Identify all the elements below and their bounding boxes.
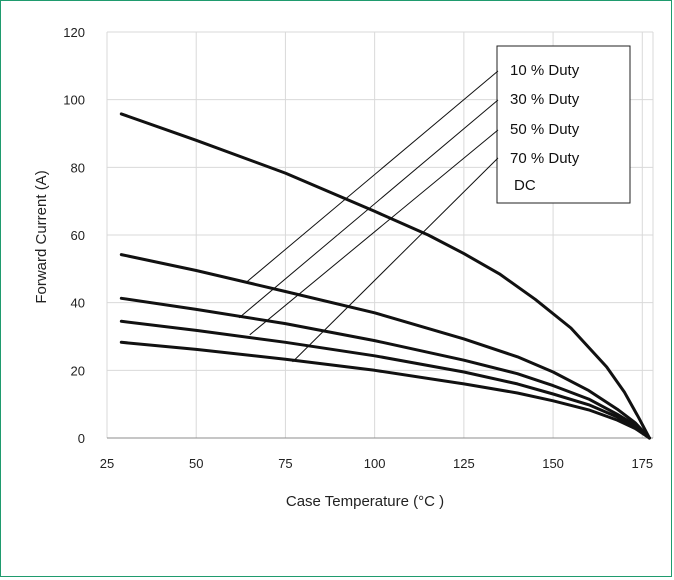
legend-leader-lines	[238, 70, 499, 363]
legend-label-30-duty: 30 % Duty	[510, 91, 580, 108]
series-line-10-duty	[119, 112, 651, 440]
legend	[496, 45, 631, 204]
y-tick-label: 120	[63, 25, 85, 40]
y-tick-label: 80	[71, 160, 85, 175]
x-axis-title: Case Temperature (°C )	[286, 493, 444, 510]
y-axis-title: Forward Current (A)	[33, 170, 50, 303]
series-lines	[119, 112, 651, 440]
series-line-50-duty	[119, 296, 651, 440]
y-tick-label: 40	[71, 296, 85, 311]
series-line-dc	[119, 340, 651, 440]
y-tick-label: 60	[71, 228, 85, 243]
x-tick-label: 150	[542, 456, 564, 471]
series-line-70-duty	[119, 319, 651, 440]
x-tick-label: 50	[189, 456, 203, 471]
legend-labels: 10 % Duty 30 % Duty 50 % Duty 70 % Duty DC	[510, 62, 580, 194]
y-tick-label: 0	[78, 431, 85, 446]
legend-label-50-duty: 50 % Duty	[510, 121, 580, 138]
legend-label-dc: DC	[514, 177, 536, 194]
x-tick-label: 25	[100, 456, 114, 471]
leader-line-30-duty	[238, 99, 499, 319]
tick-labels: 25 50 75 100 125 150 175 0 20 40 60 80 100 120	[63, 25, 653, 471]
x-tick-label: 100	[364, 456, 386, 471]
leader-line-10-duty	[245, 70, 499, 283]
series-line-30-duty	[119, 253, 651, 440]
leader-line-70-duty	[292, 157, 499, 363]
legend-frame	[496, 45, 631, 204]
x-tick-label: 125	[453, 456, 475, 471]
y-tick-label: 100	[63, 93, 85, 108]
x-tick-label: 75	[278, 456, 292, 471]
legend-label-10-duty: 10 % Duty	[510, 62, 580, 79]
x-tick-label: 175	[631, 456, 653, 471]
leader-line-50-duty	[249, 129, 499, 336]
y-tick-label: 20	[71, 363, 85, 378]
legend-label-70-duty: 70 % Duty	[510, 150, 580, 167]
